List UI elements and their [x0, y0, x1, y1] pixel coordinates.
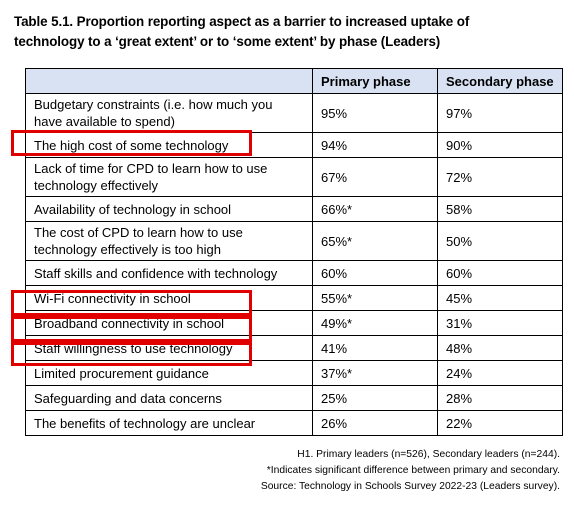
header-row: Primary phase Secondary phase [25, 68, 563, 94]
row-label-line: Budgetary constraints (i.e. how much you [34, 97, 273, 112]
row-label-line: Lack of time for CPD to learn how to use [34, 161, 268, 176]
secondary-value: 72% [437, 157, 563, 197]
table-footnotes: H1. Primary leaders (n=526), Secondary l… [261, 447, 560, 495]
table-row: Staff skills and confidence with technol… [25, 260, 563, 286]
secondary-value: 58% [437, 196, 563, 222]
footnote-base: H1. Primary leaders (n=526), Secondary l… [297, 449, 560, 460]
primary-value: 55%* [312, 285, 438, 311]
row-label-line: technology effectively is too high [34, 242, 221, 257]
primary-value: 25% [312, 385, 438, 411]
table-row: The cost of CPD to learn how to use techn… [25, 221, 563, 261]
primary-value: 49%* [312, 310, 438, 336]
row-label: Staff skills and confidence with technol… [25, 260, 313, 286]
secondary-value: 60% [437, 260, 563, 286]
table-row: Limited procurement guidance 37%* 24% [25, 360, 563, 386]
primary-value: 67% [312, 157, 438, 197]
row-label: The cost of CPD to learn how to use techn… [25, 221, 313, 261]
row-label: Safeguarding and data concerns [25, 385, 313, 411]
row-label: Availability of technology in school [25, 196, 313, 222]
header-primary-phase: Primary phase [312, 68, 438, 94]
barriers-table: Primary phase Secondary phase Budgetary … [25, 68, 563, 436]
secondary-value: 90% [437, 132, 563, 158]
header-blank-cell [25, 68, 313, 94]
table-row: Availability of technology in school 66%… [25, 196, 563, 222]
row-label-line: technology effectively [34, 178, 159, 193]
row-label: Budgetary constraints (i.e. how much you… [25, 93, 313, 133]
row-label: Staff willingness to use technology [25, 335, 313, 361]
secondary-value: 22% [437, 410, 563, 436]
secondary-value: 31% [437, 310, 563, 336]
primary-value: 95% [312, 93, 438, 133]
primary-value: 94% [312, 132, 438, 158]
secondary-value: 97% [437, 93, 563, 133]
row-label-line: have available to spend) [34, 114, 175, 129]
row-label: Wi-Fi connectivity in school [25, 285, 313, 311]
row-label: Broadband connectivity in school [25, 310, 313, 336]
footnote-significance: *Indicates significant difference betwee… [266, 465, 560, 476]
table-row: Staff willingness to use technology 41% … [25, 335, 563, 361]
table-row: Lack of time for CPD to learn how to use… [25, 157, 563, 197]
table-row: Broadband connectivity in school 49%* 31… [25, 310, 563, 336]
secondary-value: 48% [437, 335, 563, 361]
primary-value: 26% [312, 410, 438, 436]
header-secondary-phase: Secondary phase [437, 68, 563, 94]
primary-value: 66%* [312, 196, 438, 222]
primary-value: 65%* [312, 221, 438, 261]
table-row: Wi-Fi connectivity in school 55%* 45% [25, 285, 563, 311]
row-label: The high cost of some technology [25, 132, 313, 158]
row-label-line: The cost of CPD to learn how to use [34, 225, 243, 240]
table-row: The benefits of technology are unclear 2… [25, 410, 563, 436]
row-label: The benefits of technology are unclear [25, 410, 313, 436]
caption-line-1: Table 5.1. Proportion reporting aspect a… [14, 14, 470, 29]
secondary-value: 45% [437, 285, 563, 311]
table-caption: Table 5.1. Proportion reporting aspect a… [14, 12, 559, 52]
row-label: Lack of time for CPD to learn how to use… [25, 157, 313, 197]
secondary-value: 28% [437, 385, 563, 411]
row-label: Limited procurement guidance [25, 360, 313, 386]
primary-value: 60% [312, 260, 438, 286]
table-row: The high cost of some technology 94% 90% [25, 132, 563, 158]
primary-value: 41% [312, 335, 438, 361]
table-row: Safeguarding and data concerns 25% 28% [25, 385, 563, 411]
table-row: Budgetary constraints (i.e. how much you… [25, 93, 563, 133]
secondary-value: 24% [437, 360, 563, 386]
primary-value: 37%* [312, 360, 438, 386]
secondary-value: 50% [437, 221, 563, 261]
footnote-source: Source: Technology in Schools Survey 202… [260, 481, 560, 492]
caption-line-2: technology to a ‘great extent’ or to ‘so… [14, 34, 441, 49]
